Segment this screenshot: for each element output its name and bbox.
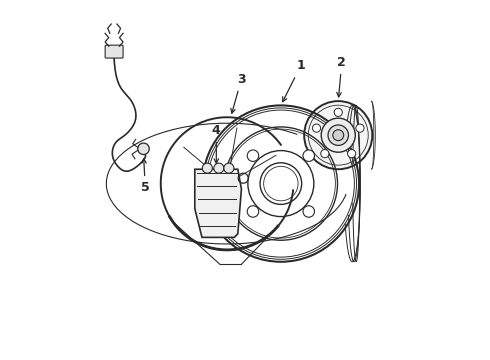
Circle shape [303, 150, 315, 161]
Circle shape [347, 149, 356, 158]
Text: 3: 3 [231, 73, 245, 113]
Circle shape [247, 206, 259, 217]
Circle shape [333, 130, 343, 141]
Circle shape [202, 163, 212, 173]
Polygon shape [195, 169, 242, 237]
Circle shape [304, 101, 372, 169]
Circle shape [313, 124, 320, 132]
Circle shape [328, 125, 348, 145]
Circle shape [334, 108, 343, 116]
Text: 2: 2 [337, 56, 346, 97]
Circle shape [247, 150, 259, 161]
FancyBboxPatch shape [105, 45, 123, 58]
Circle shape [138, 143, 149, 154]
Circle shape [214, 163, 224, 173]
Text: 4: 4 [212, 124, 220, 163]
Circle shape [224, 163, 234, 173]
Circle shape [321, 118, 355, 152]
Circle shape [356, 124, 364, 132]
Text: 5: 5 [141, 159, 149, 194]
Circle shape [303, 206, 315, 217]
Text: 1: 1 [283, 59, 305, 102]
Circle shape [321, 149, 329, 158]
